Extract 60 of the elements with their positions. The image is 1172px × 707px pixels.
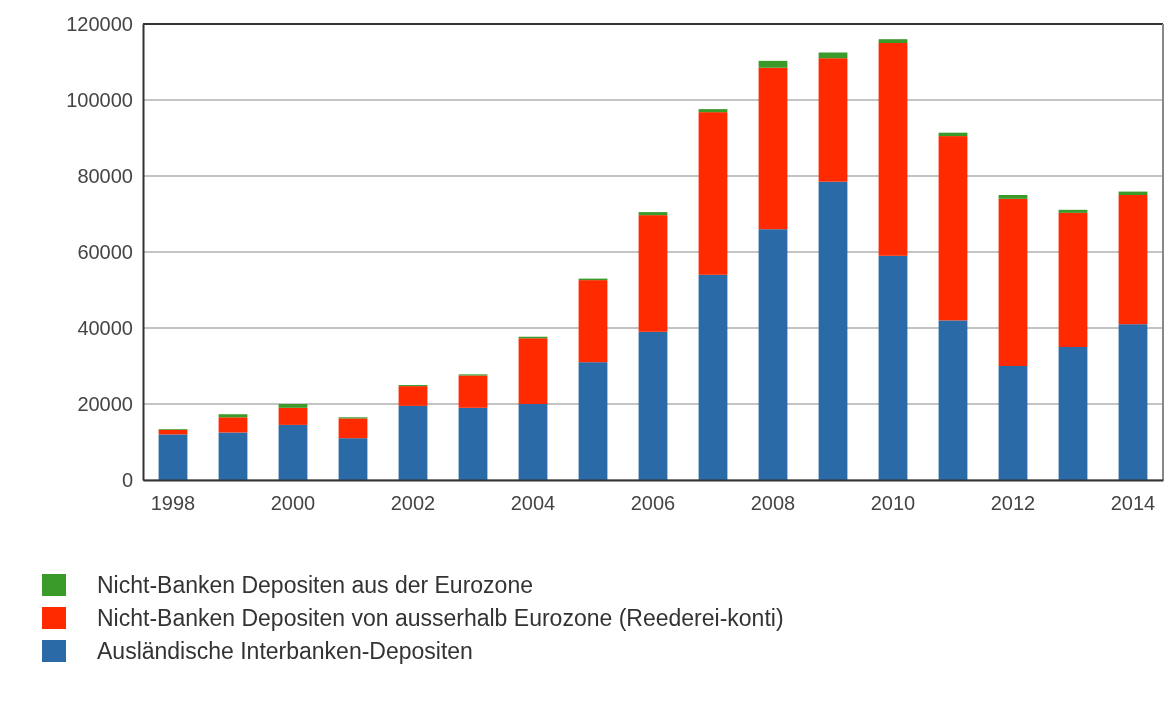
bar — [578, 362, 608, 480]
bar — [278, 424, 308, 480]
bar — [938, 136, 968, 321]
bar — [878, 43, 908, 256]
y-tick-label: 60000 — [77, 240, 133, 263]
x-tick-label: 2010 — [870, 492, 916, 515]
bar — [1118, 324, 1148, 480]
bar — [338, 418, 368, 439]
bar — [458, 407, 488, 480]
bar — [878, 39, 908, 43]
bar — [638, 331, 668, 480]
bar — [698, 112, 728, 275]
bar — [758, 60, 788, 68]
bar — [518, 404, 548, 480]
y-tick-label: 120000 — [66, 12, 133, 35]
bar — [1118, 195, 1148, 325]
x-tick-label: 2004 — [510, 492, 556, 515]
bar — [218, 417, 248, 433]
bar — [938, 320, 968, 480]
bar — [638, 215, 668, 332]
bar — [1058, 212, 1088, 347]
bar — [698, 109, 728, 113]
y-tick-label: 80000 — [77, 164, 133, 187]
legend-label: Nicht-Banken Depositen aus der Eurozone — [97, 572, 533, 598]
bar — [758, 229, 788, 480]
bar — [998, 195, 1028, 199]
bar — [218, 414, 248, 418]
legend-label: Ausländische Interbanken-Depositen — [97, 638, 473, 664]
y-tick-label: 100000 — [66, 88, 133, 111]
y-tick-label: 20000 — [77, 392, 133, 415]
bar — [998, 198, 1028, 366]
bar — [818, 181, 848, 480]
x-tick-label: 2006 — [630, 492, 676, 515]
bar — [698, 274, 728, 480]
bar — [998, 366, 1028, 480]
bar — [398, 405, 428, 480]
bar — [578, 280, 608, 363]
y-tick-label: 40000 — [77, 316, 133, 339]
x-tick-label: 2008 — [750, 492, 796, 515]
x-tick-label: 2014 — [1110, 492, 1156, 515]
x-tick-label: 2012 — [990, 492, 1036, 515]
x-tick-label: 1998 — [150, 492, 196, 515]
bar — [158, 434, 188, 480]
bar — [278, 404, 308, 408]
bar — [398, 386, 428, 406]
bar — [878, 255, 908, 480]
y-tick-label: 0 — [121, 468, 133, 491]
legend-label: Nicht-Banken Depositen von ausserhalb Eurozone (Reederei-konti) — [97, 605, 784, 631]
bar — [278, 407, 308, 425]
bar — [1058, 347, 1088, 480]
x-tick-label: 2002 — [390, 492, 436, 515]
x-tick-label: 2000 — [270, 492, 316, 515]
bar — [818, 58, 848, 182]
bar — [338, 438, 368, 480]
bar — [218, 432, 248, 480]
bar — [1058, 209, 1088, 213]
bar — [638, 212, 668, 216]
bar — [518, 338, 548, 404]
bar — [758, 67, 788, 230]
bar — [458, 375, 488, 408]
